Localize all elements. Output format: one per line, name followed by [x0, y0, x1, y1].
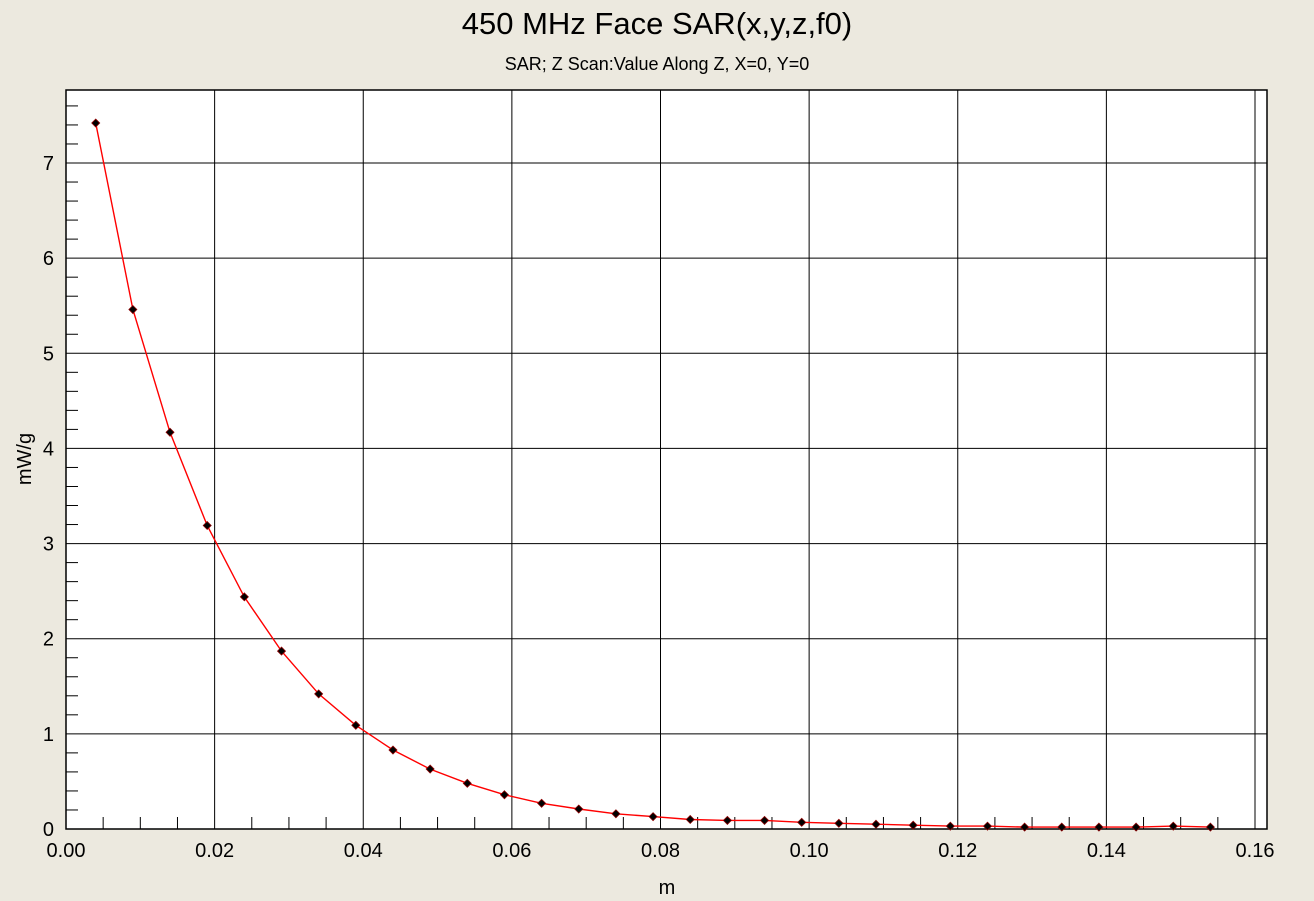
- data-point: [982, 821, 993, 831]
- y-tick-labels: 0 1 2 3 4 5 6 7: [43, 153, 54, 841]
- y-tick-label: 4: [43, 438, 54, 460]
- y-tick-label: 5: [43, 343, 54, 365]
- data-point: [276, 646, 287, 656]
- y-tick-label: 0: [43, 819, 54, 841]
- x-axis-label: m: [659, 877, 676, 899]
- data-point: [351, 720, 361, 730]
- data-point: [871, 819, 881, 829]
- plot-border: [65, 89, 1268, 830]
- data-point: [834, 818, 844, 828]
- x-tick-label: 0.08: [641, 840, 680, 862]
- grid: [66, 90, 1267, 829]
- y-tick-label: 3: [43, 534, 54, 556]
- chart-title: 450 MHz Face SAR(x,y,z,f0): [461, 6, 853, 41]
- x-tick-labels: 0.00 0.02 0.04 0.06 0.08 0.10 0.12 0.14 0.16: [47, 840, 1275, 862]
- data-point: [128, 304, 138, 315]
- data-point: [722, 815, 732, 826]
- x-tick-label: 0.02: [195, 840, 234, 862]
- data-point: [759, 815, 770, 826]
- y-tick-label: 6: [43, 248, 54, 270]
- data-point: [1094, 822, 1104, 832]
- x-tick-label: 0.12: [938, 840, 977, 862]
- series-layer: [91, 118, 1215, 832]
- data-point: [797, 817, 807, 827]
- y-tick-label: 2: [43, 629, 54, 651]
- data-point: [611, 809, 621, 819]
- data-point: [91, 118, 101, 128]
- data-point: [425, 764, 435, 774]
- x-tick-label: 0.14: [1087, 840, 1126, 862]
- data-point: [648, 812, 658, 822]
- data-point: [537, 798, 547, 808]
- data-point: [388, 745, 398, 755]
- data-point: [1168, 821, 1178, 831]
- y-tick-label: 7: [43, 153, 54, 175]
- data-point: [165, 427, 175, 437]
- data-point: [462, 778, 472, 788]
- chart-subtitle: SAR; Z Scan:Value Along Z, X=0, Y=0: [504, 54, 810, 74]
- y-tick-label: 1: [43, 724, 54, 746]
- x-tick-label: 0.04: [344, 840, 383, 862]
- data-point: [908, 820, 918, 830]
- data-point: [1057, 822, 1067, 832]
- plot-area: [66, 90, 1267, 829]
- data-point: [202, 520, 212, 531]
- x-tick-label: 0.00: [47, 840, 86, 862]
- data-point: [574, 804, 584, 814]
- data-point: [1020, 822, 1030, 832]
- data-point: [499, 790, 510, 800]
- x-tick-label: 0.16: [1236, 840, 1275, 862]
- x-tick-label: 0.06: [492, 840, 531, 862]
- y-axis-label: mW/g: [14, 433, 36, 485]
- data-point: [1131, 822, 1141, 832]
- data-point: [314, 689, 324, 699]
- data-point: [945, 821, 955, 831]
- x-tick-label: 0.10: [790, 840, 829, 862]
- data-point: [1205, 822, 1215, 832]
- data-point: [239, 592, 249, 602]
- data-point: [685, 814, 695, 825]
